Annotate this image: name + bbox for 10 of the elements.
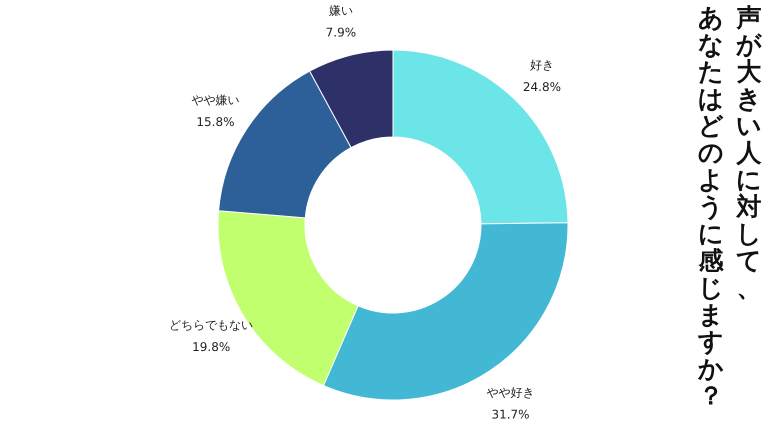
slice-label: 嫌い	[328, 3, 353, 18]
slice-label: やや嫌い	[191, 93, 240, 108]
data-label: 7.9%	[326, 25, 356, 40]
data-label: 19.8%	[192, 340, 230, 354]
slice-label: 好き	[530, 58, 554, 72]
data-label: 15.8%	[196, 115, 235, 130]
data-label: 31.7%	[491, 407, 530, 422]
data-label: 24.8%	[522, 80, 562, 94]
chart-title: 声が大きい人に対して、あなたはどのように感じますか？	[698, 3, 762, 410]
slice-label: やや好き	[486, 385, 535, 400]
